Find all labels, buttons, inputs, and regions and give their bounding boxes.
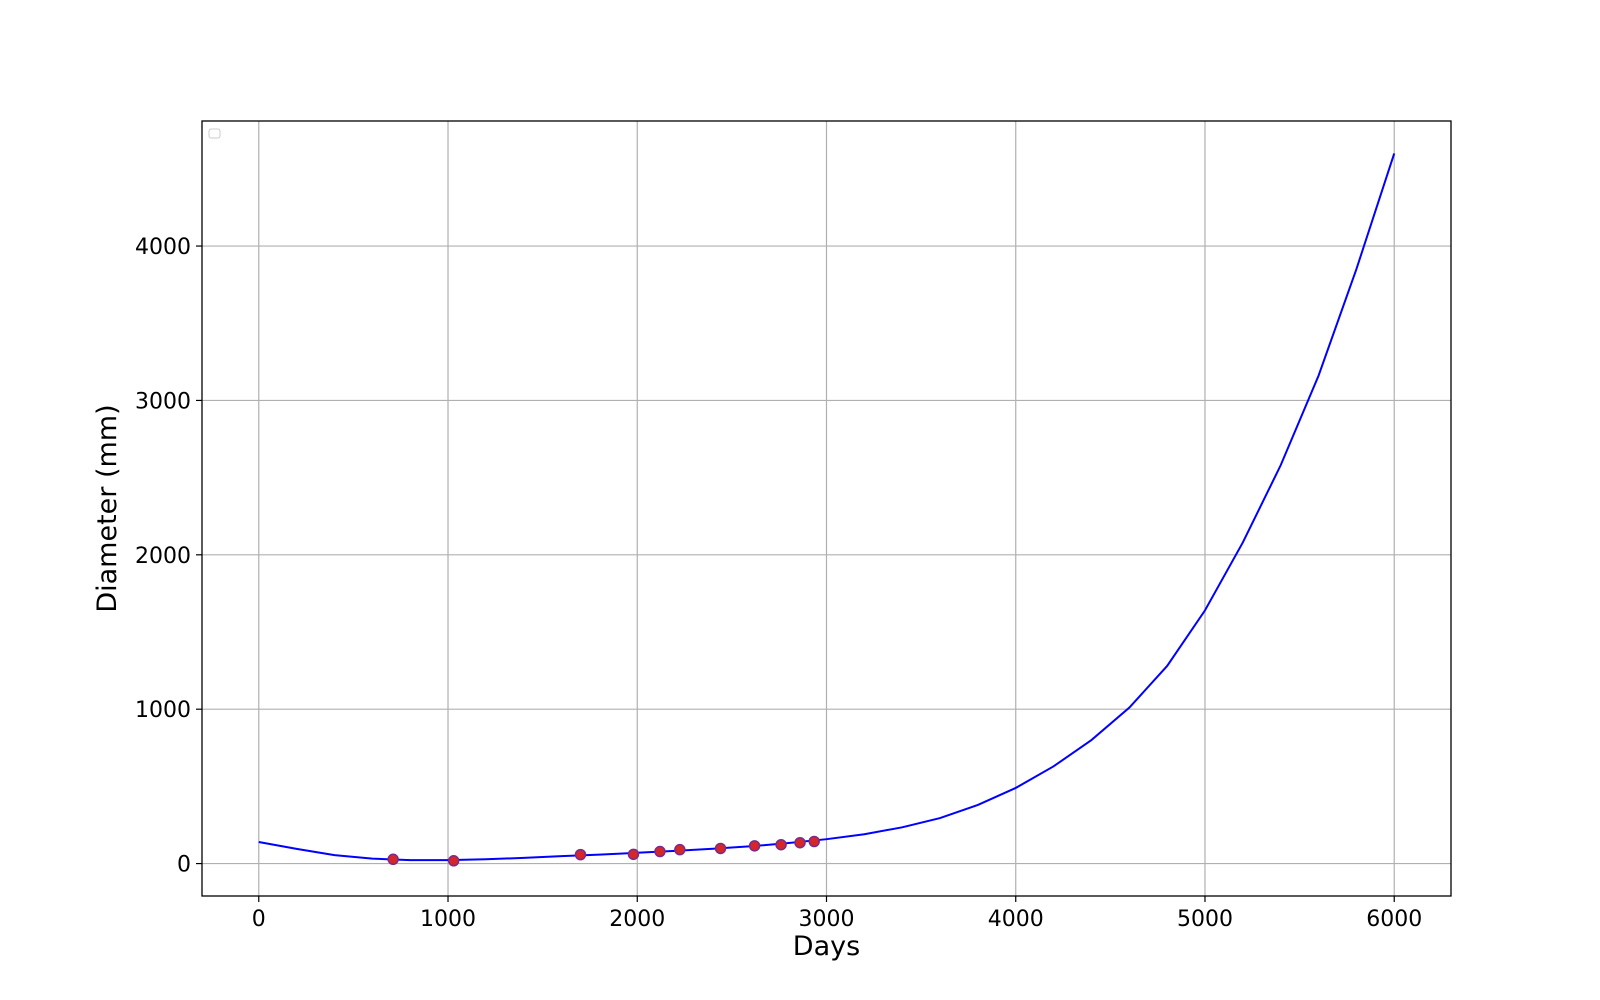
data-point (714, 842, 727, 855)
x-axis-ticks: 0 1000 2000 3000 4000 5000 6000 (252, 896, 1422, 932)
x-tick-label: 4000 (988, 907, 1044, 932)
legend (208, 128, 221, 139)
x-axis-title: Days (793, 931, 860, 962)
data-point (447, 855, 460, 867)
x-tick-label: 0 (252, 907, 266, 932)
data-point (674, 843, 686, 856)
y-axis-ticks: 0 1000 2000 3000 4000 (135, 235, 202, 878)
x-tick-label: 5000 (1177, 907, 1233, 932)
data-point (654, 845, 666, 858)
grid (202, 121, 1451, 896)
data-point (387, 853, 399, 866)
data-point (748, 840, 761, 852)
legend-box (208, 128, 221, 139)
plot-area-frame (201, 120, 1452, 897)
y-tick-label: 0 (177, 853, 191, 878)
data-point (574, 848, 587, 861)
x-tick-label: 2000 (609, 907, 665, 932)
y-tick-label: 3000 (135, 389, 191, 414)
y-tick-label: 2000 (135, 544, 191, 569)
y-axis-title: Diameter (mm) (92, 404, 123, 612)
data-point (794, 836, 806, 849)
data-point (627, 848, 640, 861)
data-point (808, 835, 820, 848)
x-tick-label: 1000 (420, 907, 476, 932)
x-tick-label: 3000 (799, 907, 855, 932)
data-points-layer (387, 835, 820, 867)
x-tick-label: 6000 (1366, 907, 1422, 932)
y-tick-label: 1000 (135, 698, 191, 723)
data-point (775, 838, 787, 851)
y-tick-label: 4000 (135, 235, 191, 260)
